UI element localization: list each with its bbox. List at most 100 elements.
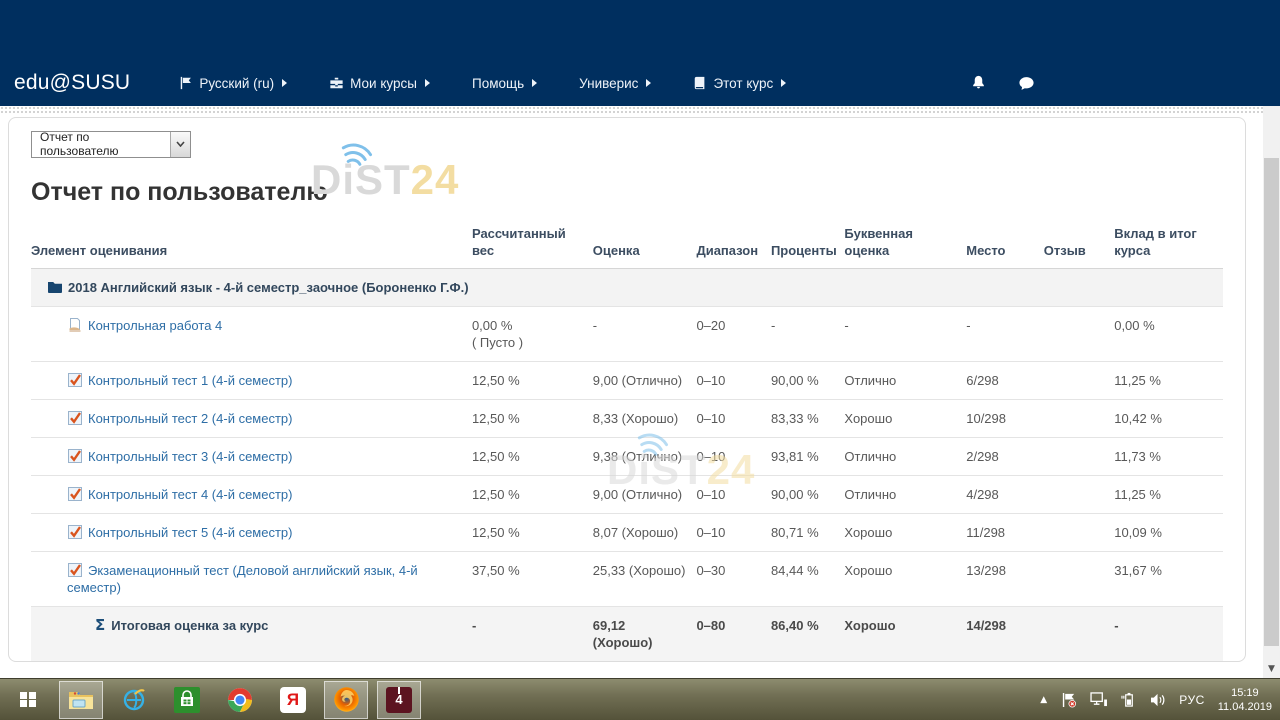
col-header-rank: Место [966,222,1044,269]
report-type-select[interactable]: Отчет по пользователю [31,130,191,158]
feedback-value [1043,513,1115,552]
nav-help-menu[interactable]: Помощь [472,76,538,91]
windows-logo-icon [20,691,36,708]
vertical-scrollbar[interactable]: ▼ [1263,106,1280,678]
taskbar-clock[interactable]: 15:19 11.04.2019 [1218,686,1272,714]
grade-item-link[interactable]: Контрольная работа 4 [88,317,223,333]
contribution-value: 11,25 % [1114,361,1223,400]
messages-chat-icon[interactable] [1017,75,1036,92]
rank-value: 2/298 [966,437,1044,476]
table-header-row: Элемент оценивания Рассчитанный вес Оцен… [31,222,1223,269]
grade-item-link[interactable]: Контрольный тест 4 (4-й семестр) [88,486,293,502]
letter-value: Хорошо [844,513,967,552]
scrollbar-thumb[interactable] [1264,158,1279,646]
scrollbar-down-arrow[interactable]: ▼ [1268,663,1275,674]
rank-value: 13/298 [966,551,1044,607]
report-card: Отчет по пользователю Отчет по пользоват… [8,117,1246,662]
table-row: Контрольный тест 1 (4-й семестр) 12,50 %… [31,361,1223,400]
language-indicator[interactable]: РУС [1179,692,1205,707]
percent-value: 80,71 % [770,513,845,552]
windows-store-button[interactable] [165,681,209,719]
contribution-value: 31,67 % [1114,551,1223,607]
action-center-flag-icon[interactable] [1060,692,1077,708]
grade-note: (Хорошо) [592,634,653,650]
table-row: Контрольный тест 2 (4-й семестр) 12,50 %… [31,399,1223,438]
wifi-arcs-icon [341,143,373,166]
nav-item-label: Русский (ru) [199,75,275,91]
rank-value: 6/298 [966,361,1044,400]
grade-item-link[interactable]: Контрольный тест 2 (4-й семестр) [88,410,293,426]
start-button[interactable] [6,681,50,719]
archive-app-button[interactable]: 4 [377,680,421,719]
header-icons [970,74,1266,92]
select-dropdown-button[interactable] [170,131,190,157]
grade-item-link[interactable]: Контрольный тест 3 (4-й семестр) [88,448,293,464]
course-total-row: Σ Итоговая оценка за курс - 69,12 (Хорошо)… [31,606,1223,661]
rank-value: 14/298 [966,606,1044,661]
firefox-icon [333,687,359,712]
table-row: Контрольный тест 4 (4-й семестр) 12,50 %… [31,475,1223,514]
weight-value: 12,50 % [471,486,520,502]
feedback-value [1043,306,1115,362]
quiz-icon [67,410,83,426]
feedback-value [1043,399,1115,438]
col-header-feedback: Отзыв [1043,222,1115,269]
feedback-value [1043,437,1115,476]
grade-item-link[interactable]: Контрольный тест 5 (4-й семестр) [88,524,293,540]
chrome-button[interactable] [218,681,262,719]
category-name: 2018 Английский язык - 4-й семестр_заочн… [68,279,469,295]
grade-item-link[interactable]: Контрольный тест 1 (4-й семестр) [88,372,293,388]
letter-value: Отлично [844,437,967,476]
report-select-value: Отчет по пользователю [40,130,119,158]
weight-value: 12,50 % [471,448,520,464]
firefox-button[interactable] [324,680,368,719]
grade-report-table: Элемент оценивания Рассчитанный вес Оцен… [31,222,1223,661]
grade-value: 8,33 (Хорошо) [592,399,697,438]
col-header-grade: Оценка [592,222,697,269]
rank-value: 10/298 [966,399,1044,438]
chevron-down-icon [176,141,185,147]
table-row: Экзаменационный тест (Деловой английский… [31,551,1223,607]
main-navbar: edu@SUSU Русский (ru) Мои курсы Помощь У… [0,66,1280,100]
page-title: Отчет по пользователю [31,177,328,206]
contribution-value: 11,73 % [1114,437,1223,476]
nav-language-menu[interactable]: Русский (ru) [179,75,288,91]
yandex-icon: Я [280,686,306,713]
feedback-value [1043,606,1115,661]
notifications-bell-icon[interactable] [970,74,987,92]
weight-value: 12,50 % [471,410,520,426]
nav-this-course-menu[interactable]: Этот курс [693,76,787,91]
windows-taskbar: Я 4 ▲ [0,678,1280,720]
tray-expand-arrow-icon[interactable]: ▲ [1040,694,1048,705]
range-value: 0–30 [696,551,771,607]
grade-value: - [592,306,697,362]
clock-time: 15:19 [1231,686,1259,699]
internet-explorer-button[interactable] [112,681,156,719]
yandex-browser-button[interactable]: Я [271,681,315,719]
taskbar-apps: Я 4 [0,680,421,719]
volume-speaker-icon[interactable] [1150,693,1166,707]
grade-item-link[interactable]: Экзаменационный тест (Деловой английский… [67,562,418,595]
feedback-value [1043,361,1115,400]
col-header-item: Элемент оценивания [31,222,472,269]
percent-value: 86,40 % [770,606,845,661]
percent-value: 90,00 % [770,361,845,400]
range-value: 0–20 [696,306,771,362]
network-icon[interactable] [1090,692,1108,707]
clock-date: 11.04.2019 [1217,700,1272,713]
contribution-value: - [1114,606,1223,661]
percent-value: 93,81 % [770,437,845,476]
grade-value: 25,33 (Хорошо) [592,551,697,607]
file-explorer-button[interactable] [59,680,103,719]
brand-logo[interactable]: edu@SUSU [14,71,131,94]
caret-right-icon [424,79,430,87]
table-row: Контрольный тест 5 (4-й семестр) 12,50 %… [31,513,1223,552]
nav-my-courses-menu[interactable]: Мои курсы [329,76,430,91]
site-header: edu@SUSU Русский (ru) Мои курсы Помощь У… [0,0,1280,106]
folder-icon [47,279,63,295]
category-row: 2018 Английский язык - 4-й семестр_заочн… [31,268,1223,307]
nav-univeris-menu[interactable]: Универис [579,76,652,91]
letter-value: Отлично [844,475,967,514]
range-value: 0–80 [696,606,771,661]
battery-icon[interactable] [1121,692,1137,707]
